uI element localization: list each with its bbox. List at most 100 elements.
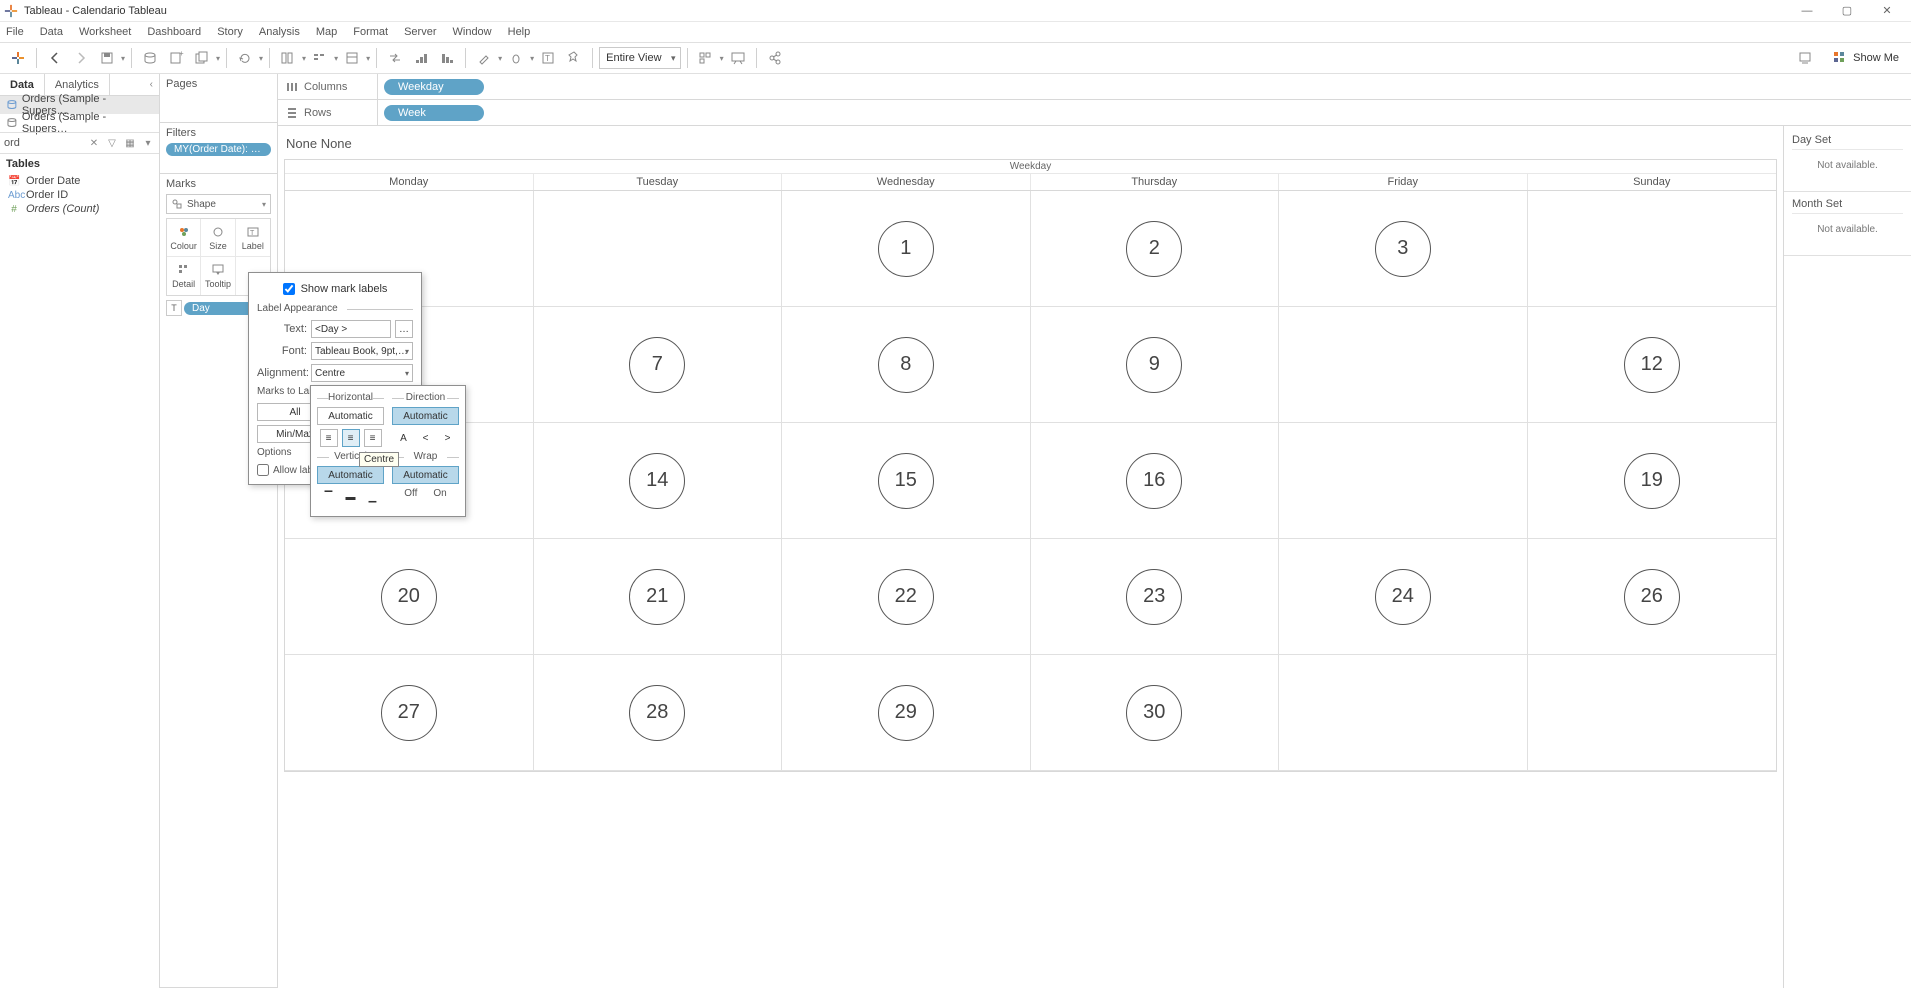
calendar-cell[interactable]: 21 [534, 539, 783, 655]
align-center-icon[interactable]: ≡ [342, 429, 360, 447]
calendar-cell[interactable]: 27 [285, 655, 534, 771]
filter-icon[interactable]: ▽ [105, 136, 119, 150]
datasource-item[interactable]: Orders (Sample - Supers… [0, 114, 159, 132]
duplicate-button[interactable] [190, 46, 214, 70]
menu-story[interactable]: Story [209, 26, 251, 38]
day-mark[interactable]: 2 [1126, 221, 1182, 277]
menu-server[interactable]: Server [396, 26, 444, 38]
day-mark[interactable]: 8 [878, 337, 934, 393]
v-auto-button[interactable]: Automatic [317, 466, 384, 484]
calendar-cell[interactable]: 7 [534, 307, 783, 423]
day-mark[interactable]: 28 [629, 685, 685, 741]
menu-map[interactable]: Map [308, 26, 345, 38]
wrap-on-label[interactable]: On [433, 488, 446, 499]
calendar-cell[interactable]: 8 [782, 307, 1031, 423]
menu-analysis[interactable]: Analysis [251, 26, 308, 38]
calendar-cell[interactable]: 14 [534, 423, 783, 539]
calendar-cell[interactable] [1528, 655, 1777, 771]
tab-data[interactable]: Data [0, 74, 45, 95]
group-button[interactable] [504, 46, 528, 70]
calendar-cell[interactable]: 15 [782, 423, 1031, 539]
day-mark[interactable]: 15 [878, 453, 934, 509]
day-mark[interactable]: 26 [1624, 569, 1680, 625]
swap-rows-cols-button[interactable] [383, 46, 407, 70]
calendar-cell[interactable]: 3 [1279, 191, 1528, 307]
new-worksheet-button[interactable]: + [164, 46, 188, 70]
new-datasource-button[interactable] [138, 46, 162, 70]
minimize-button[interactable]: — [1787, 1, 1827, 21]
menu-help[interactable]: Help [500, 26, 539, 38]
label-text-input[interactable]: <Day > [311, 320, 391, 338]
calendar-cell[interactable]: 19 [1528, 423, 1777, 539]
dir-normal-icon[interactable]: A [395, 429, 413, 447]
align-left-icon[interactable]: ≡ [320, 429, 338, 447]
calendar-cell[interactable]: 12 [1528, 307, 1777, 423]
day-mark[interactable]: 9 [1126, 337, 1182, 393]
calendar-cell[interactable] [1528, 191, 1777, 307]
rows-pill[interactable]: Week [384, 105, 484, 121]
calendar-cell[interactable]: 26 [1528, 539, 1777, 655]
day-mark[interactable]: 20 [381, 569, 437, 625]
day-mark[interactable]: 24 [1375, 569, 1431, 625]
menu-file[interactable]: File [4, 26, 32, 38]
calendar-cell[interactable]: 30 [1031, 655, 1280, 771]
forward-button[interactable] [69, 46, 93, 70]
label-font-select[interactable]: Tableau Book, 9pt,… [311, 342, 413, 360]
sort-asc-button[interactable] [409, 46, 433, 70]
menu-window[interactable]: Window [445, 26, 500, 38]
field-orders-count[interactable]: #Orders (Count) [0, 202, 159, 216]
clear-search-icon[interactable]: ✕ [87, 136, 101, 150]
calendar-cell[interactable]: 16 [1031, 423, 1280, 539]
dir-down-icon[interactable]: > [439, 429, 457, 447]
sheet-title[interactable]: None None [284, 132, 1777, 155]
filter-pill[interactable]: MY(Order Date): gen… [166, 143, 271, 156]
day-mark[interactable]: 7 [629, 337, 685, 393]
dir-auto-button[interactable]: Automatic [392, 407, 459, 425]
mark-size-button[interactable]: Size [201, 219, 235, 257]
field-order-id[interactable]: AbcOrder ID [0, 188, 159, 202]
h-auto-button[interactable]: Automatic [317, 407, 384, 425]
guide-button[interactable] [1793, 46, 1817, 70]
share-button[interactable] [763, 46, 787, 70]
wrap-off-label[interactable]: Off [404, 488, 417, 499]
menu-format[interactable]: Format [345, 26, 396, 38]
highlight-button[interactable] [472, 46, 496, 70]
calendar-cell[interactable]: 2 [1031, 191, 1280, 307]
align-bottom-icon[interactable]: ▁ [364, 488, 382, 506]
day-mark[interactable]: 12 [1624, 337, 1680, 393]
label-text-more-button[interactable]: … [395, 320, 413, 338]
show-cards-button[interactable] [694, 46, 718, 70]
label-indicator-icon[interactable]: T [166, 300, 182, 316]
columns-pill[interactable]: Weekday [384, 79, 484, 95]
calendar-cell[interactable] [1279, 307, 1528, 423]
day-mark[interactable]: 1 [878, 221, 934, 277]
calendar-cell[interactable] [534, 191, 783, 307]
pin-button[interactable] [562, 46, 586, 70]
menu-dashboard[interactable]: Dashboard [139, 26, 209, 38]
calendar-cell[interactable]: 23 [1031, 539, 1280, 655]
swap-button[interactable] [276, 46, 300, 70]
calendar-cell[interactable]: 9 [1031, 307, 1280, 423]
save-button[interactable] [95, 46, 119, 70]
align-right-icon[interactable]: ≡ [364, 429, 382, 447]
mark-type-select[interactable]: Shape [166, 194, 271, 214]
presentation-button[interactable] [726, 46, 750, 70]
day-mark[interactable]: 30 [1126, 685, 1182, 741]
fit-select[interactable]: Entire View [599, 47, 680, 69]
tableau-icon[interactable] [6, 46, 30, 70]
mark-colour-button[interactable]: Colour [167, 219, 201, 257]
calendar-cell[interactable]: 22 [782, 539, 1031, 655]
day-mark[interactable]: 14 [629, 453, 685, 509]
calendar-cell[interactable]: 28 [534, 655, 783, 771]
wrap-auto-button[interactable]: Automatic [392, 466, 459, 484]
day-mark[interactable]: 3 [1375, 221, 1431, 277]
day-mark[interactable]: 27 [381, 685, 437, 741]
tab-analytics[interactable]: Analytics [45, 74, 110, 95]
day-mark[interactable]: 22 [878, 569, 934, 625]
field-order-date[interactable]: 📅Order Date [0, 174, 159, 188]
clear-button[interactable] [233, 46, 257, 70]
calendar-cell[interactable] [1279, 655, 1528, 771]
calendar-cell[interactable]: 24 [1279, 539, 1528, 655]
dropdown-icon[interactable]: ▾ [141, 136, 155, 150]
calendar-cell[interactable]: 1 [782, 191, 1031, 307]
